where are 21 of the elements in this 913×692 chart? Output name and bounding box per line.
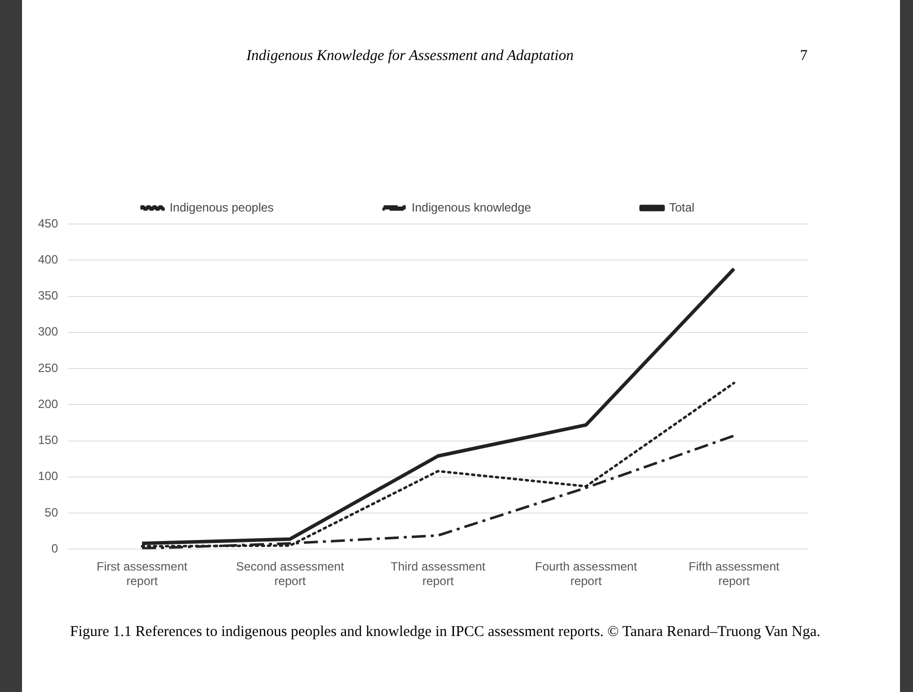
- caption: Figure 1.1 References to indigenous peoples and knowledge in IPCC assessment reports. © Tanara Renard–Truong Van Nga.: [70, 623, 822, 642]
- text: 7: [800, 48, 808, 65]
- y-tick-label: 350: [38, 288, 58, 303]
- x-tick-label: Second assessment report: [236, 560, 345, 588]
- x-tick-label: Third assessment report: [390, 560, 486, 588]
- legend-label: Total: [669, 200, 694, 214]
- y-tick-label: 450: [38, 216, 58, 230]
- y-tick-label: 0: [51, 542, 58, 556]
- chart-title: Indigenous Knowledge for Assessment and Adaptation: [245, 48, 575, 65]
- x-tick-label: Fourth assessment report: [534, 560, 638, 588]
- y-tick-label: 400: [38, 252, 58, 266]
- x-tick-label: First assessment report: [96, 560, 188, 588]
- y-tick-label: 150: [38, 433, 58, 448]
- x-tick-label: Fifth assessment report: [688, 560, 780, 588]
- y-tick-label: 250: [38, 360, 58, 375]
- legend-label: Indigenous peoples: [170, 200, 274, 214]
- legend-label: Indigenous knowledge: [412, 200, 532, 214]
- y-tick-label: 100: [38, 469, 58, 484]
- y-tick-label: 200: [38, 396, 58, 411]
- y-tick-label: 50: [44, 505, 58, 520]
- y-tick-label: 300: [38, 324, 58, 339]
